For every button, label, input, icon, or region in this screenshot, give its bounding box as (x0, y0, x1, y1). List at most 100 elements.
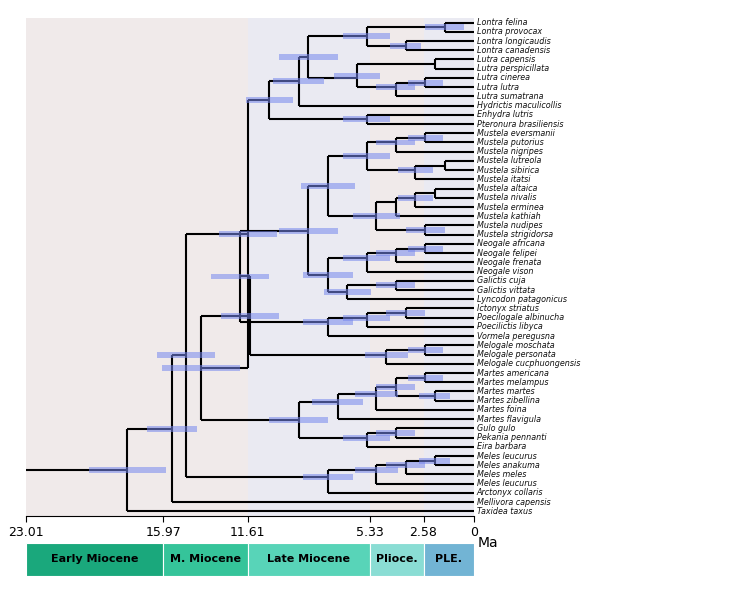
Bar (163, 543, 248, 576)
Text: Neogale africana: Neogale africana (477, 239, 545, 248)
Text: Lutra sumatrana: Lutra sumatrana (477, 92, 543, 101)
Bar (390, 43, 421, 49)
Text: Martes melampus: Martes melampus (477, 378, 548, 387)
Bar (424, 18, 474, 516)
Text: Ma: Ma (477, 536, 498, 550)
Bar (424, 543, 474, 576)
Text: Mustela nudipes: Mustela nudipes (477, 221, 542, 230)
Text: Vormela peregusna: Vormela peregusna (477, 332, 554, 341)
Text: Arctonyx collaris: Arctonyx collaris (477, 488, 543, 497)
Bar (425, 24, 464, 30)
Text: Ictonyx striatus: Ictonyx striatus (477, 304, 539, 313)
Bar (343, 154, 390, 159)
Bar (377, 283, 416, 289)
Bar (211, 274, 269, 280)
Bar (313, 399, 363, 405)
Bar (248, 18, 370, 516)
Text: Pekania pennanti: Pekania pennanti (477, 433, 546, 442)
Bar (386, 310, 425, 316)
Text: Mustela nivalis: Mustela nivalis (477, 193, 536, 202)
Text: Early Miocene: Early Miocene (51, 554, 138, 565)
Bar (377, 84, 416, 90)
Bar (303, 272, 353, 278)
Text: Neogale vison: Neogale vison (477, 267, 533, 276)
Bar (398, 195, 433, 201)
Bar (343, 34, 390, 40)
Text: Poecilictis libyca: Poecilictis libyca (477, 322, 542, 331)
Text: Mustela lutreola: Mustela lutreola (477, 157, 541, 166)
Text: Lutra perspicillata: Lutra perspicillata (477, 64, 549, 73)
Bar (343, 116, 390, 122)
Text: Mustela eversmanii: Mustela eversmanii (477, 129, 554, 138)
Text: Mustela putorius: Mustela putorius (477, 138, 543, 147)
Bar (221, 313, 279, 319)
Bar (377, 250, 416, 256)
Text: Martes foina: Martes foina (477, 406, 526, 415)
Bar (248, 543, 370, 576)
Text: Meles leucurus: Meles leucurus (477, 479, 536, 488)
Text: Hydrictis maculicollis: Hydrictis maculicollis (477, 101, 561, 110)
Text: Lutra capensis: Lutra capensis (477, 55, 535, 64)
Text: Galictis vittata: Galictis vittata (477, 286, 535, 295)
Text: Mustela altaica: Mustela altaica (477, 184, 537, 193)
Text: Late Miocene: Late Miocene (268, 554, 351, 565)
Bar (386, 463, 425, 468)
Text: Taxidea taxus: Taxidea taxus (477, 507, 532, 516)
Bar (269, 417, 327, 422)
Text: Mustela kathiah: Mustela kathiah (477, 212, 540, 221)
Bar (407, 347, 442, 353)
Bar (407, 80, 442, 86)
Bar (365, 352, 407, 358)
Bar (343, 255, 390, 261)
Bar (147, 426, 198, 432)
Text: Mustela sibirica: Mustela sibirica (477, 166, 539, 175)
Bar (157, 352, 215, 358)
Bar (303, 319, 353, 325)
Bar (279, 54, 337, 60)
Text: Eira barbara: Eira barbara (477, 442, 526, 451)
Text: Meles leucurus: Meles leucurus (477, 452, 536, 461)
Text: Mustela nigripes: Mustela nigripes (477, 147, 542, 156)
Bar (355, 391, 398, 397)
Text: Lyncodon patagonicus: Lyncodon patagonicus (477, 295, 567, 304)
Bar (273, 79, 324, 85)
Bar (343, 434, 390, 440)
Text: Plioce.: Plioce. (376, 554, 418, 565)
Bar (324, 289, 371, 295)
Bar (89, 467, 166, 473)
Text: Martes martes: Martes martes (477, 387, 534, 396)
Bar (407, 245, 442, 251)
Bar (419, 393, 451, 399)
Bar (398, 167, 433, 173)
Text: Lontra provocax: Lontra provocax (477, 28, 542, 37)
Bar (355, 467, 398, 473)
Text: Mustela itatsi: Mustela itatsi (477, 175, 530, 184)
Text: Galictis cuja: Galictis cuja (477, 277, 525, 286)
Text: Lontra longicaudis: Lontra longicaudis (477, 37, 551, 46)
Bar (377, 140, 416, 145)
Text: Lontra canadensis: Lontra canadensis (477, 46, 550, 55)
Bar (163, 18, 248, 516)
Text: PLE.: PLE. (435, 554, 462, 565)
Bar (301, 184, 355, 189)
Bar (377, 384, 416, 390)
Text: Pteronura brasiliensis: Pteronura brasiliensis (477, 119, 563, 128)
Bar (333, 73, 380, 79)
Bar (407, 375, 442, 380)
Bar (303, 474, 353, 480)
Text: Enhydra lutris: Enhydra lutris (477, 110, 533, 119)
Bar (370, 18, 424, 516)
Bar (163, 365, 240, 371)
Text: Mustela strigidorsa: Mustela strigidorsa (477, 230, 553, 239)
Bar (407, 135, 442, 141)
Text: Martes zibellina: Martes zibellina (477, 396, 539, 405)
Text: Mustela erminea: Mustela erminea (477, 203, 543, 212)
Text: Martes flavigula: Martes flavigula (477, 415, 541, 424)
Text: Lontra felina: Lontra felina (477, 18, 527, 27)
Text: Meles anakuma: Meles anakuma (477, 461, 539, 470)
Text: Neogale felipei: Neogale felipei (477, 248, 536, 257)
Text: Melogale moschata: Melogale moschata (477, 341, 554, 350)
Bar (246, 97, 292, 103)
Bar (343, 315, 390, 320)
Bar (377, 430, 416, 436)
